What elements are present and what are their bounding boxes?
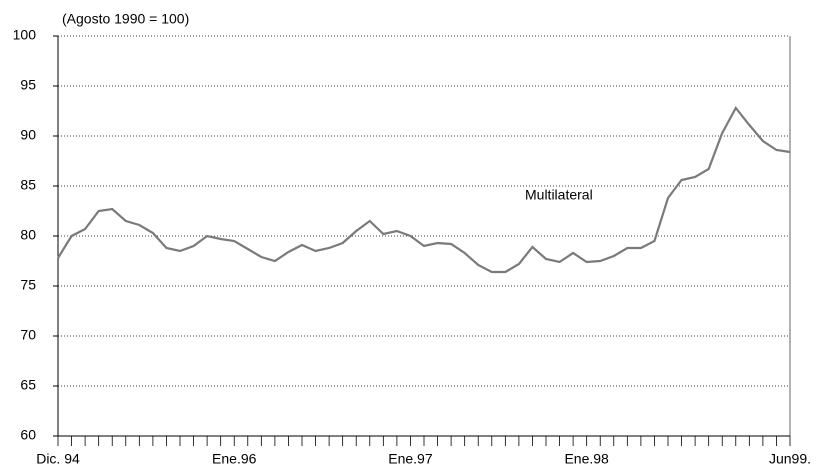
y-tick-label: 65 — [20, 377, 36, 393]
y-tick-label: 90 — [20, 127, 36, 143]
y-tick-label: 95 — [20, 77, 36, 93]
y-tick-label: 100 — [13, 27, 37, 43]
x-tick-label: Ene.98 — [564, 451, 609, 467]
y-tick-label: 60 — [20, 427, 36, 443]
x-tick-label: Jun99. — [769, 451, 811, 467]
series-line — [57, 106, 791, 274]
series-label: Multilateral — [525, 187, 593, 203]
y-tick-label: 75 — [20, 277, 36, 293]
y-tick-label: 70 — [20, 327, 36, 343]
y-tick-label: 85 — [20, 177, 36, 193]
chart-subtitle: (Agosto 1990 = 100) — [62, 11, 189, 27]
x-tick-label: Ene.97 — [388, 451, 433, 467]
y-tick-label: 80 — [20, 227, 36, 243]
x-tick-label: Dic. 94 — [36, 451, 80, 467]
x-tick-label: Ene.96 — [212, 451, 257, 467]
